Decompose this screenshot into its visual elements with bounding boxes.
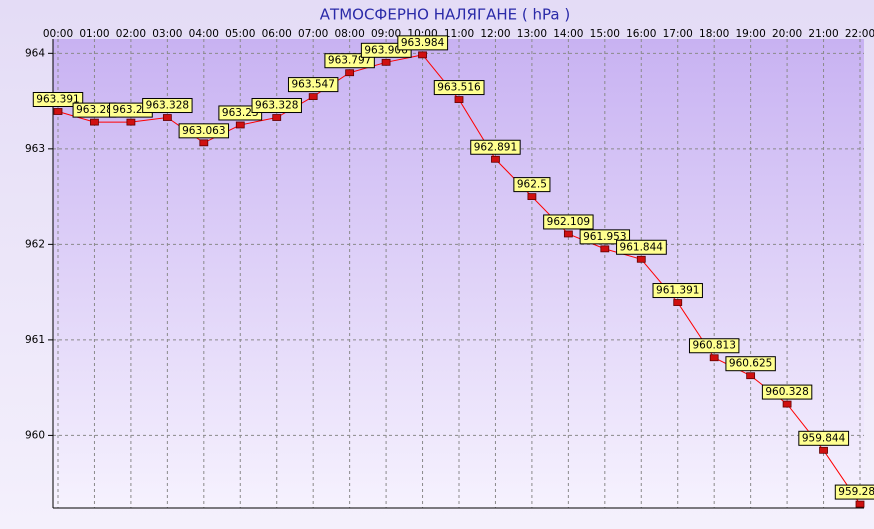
value-label: 963.797 (328, 55, 371, 67)
value-label-box (688, 338, 740, 354)
x-tick-label: 00:00 (43, 28, 73, 40)
value-label-box (32, 91, 84, 107)
x-tick-label: 07:00 (298, 28, 328, 40)
value-label-box (251, 98, 302, 114)
value-label-box (834, 484, 874, 500)
x-tick-label: 15:00 (590, 28, 620, 40)
value-label: 960.625 (729, 358, 772, 370)
marker (673, 299, 683, 306)
value-label-box (543, 214, 594, 230)
marker (90, 118, 99, 126)
marker (162, 114, 172, 121)
marker (126, 118, 136, 126)
y-tick-label: 961 (25, 334, 45, 346)
marker (454, 96, 464, 103)
x-tick-label: 19:00 (736, 28, 766, 40)
x-tick-label: 01:00 (79, 28, 109, 40)
marker (782, 400, 792, 408)
marker (199, 139, 209, 147)
value-label: 963.328 (255, 100, 298, 112)
value-label-box (725, 356, 776, 372)
value-label-box (761, 384, 813, 400)
x-tick-label: 04:00 (189, 28, 219, 40)
value-label-box (287, 77, 339, 93)
chart-title: АТМОСФЕРНО НАЛЯГАНЕ ( hPa ) (320, 6, 570, 24)
x-tick-label: 17:00 (663, 28, 693, 40)
y-tick-label: 964 (25, 47, 45, 59)
marker (709, 354, 719, 362)
value-label: 961.391 (656, 285, 699, 297)
marker (527, 193, 537, 201)
x-tick-label: 02:00 (116, 28, 146, 40)
value-label: 963.516 (437, 82, 481, 94)
value-label-box (652, 283, 703, 299)
value-label: 963.28 (113, 104, 150, 116)
value-label: 963.984 (401, 37, 445, 49)
marker (235, 121, 245, 129)
marker (819, 446, 828, 454)
x-tick-label: 06:00 (262, 28, 292, 40)
x-tick-label: 13:00 (517, 28, 547, 40)
x-tick-label: 12:00 (480, 28, 510, 40)
marker (418, 51, 427, 59)
value-label-box (142, 98, 193, 114)
marker (746, 372, 756, 380)
value-label: 960.328 (765, 386, 808, 398)
value-label-box (433, 80, 485, 96)
value-label-box (178, 123, 230, 139)
y-tick-label: 963 (25, 143, 45, 155)
value-label-box (470, 139, 521, 155)
marker (53, 108, 63, 115)
x-tick-label: 20:00 (772, 28, 802, 40)
value-label-box (798, 430, 850, 446)
value-label: 960.813 (692, 340, 735, 352)
x-tick-label: 22:00 (845, 28, 874, 40)
marker (381, 58, 391, 66)
value-label: 962.109 (547, 216, 590, 228)
marker (491, 155, 500, 163)
x-tick-label: 05:00 (225, 28, 255, 40)
x-tick-label: 03:00 (152, 28, 182, 40)
marker (563, 230, 573, 238)
x-tick-label: 09:00 (371, 28, 401, 40)
x-tick-label: 16:00 (626, 28, 656, 40)
value-label: 961.953 (583, 231, 626, 243)
marker (636, 255, 646, 263)
marker (308, 93, 318, 100)
x-tick-label: 14:00 (553, 28, 583, 40)
y-tick-label: 960 (25, 429, 45, 441)
marker (272, 114, 282, 121)
value-label-box (513, 177, 551, 193)
x-tick-label: 18:00 (699, 28, 729, 40)
y-tick-label: 962 (25, 238, 45, 250)
value-label-box (397, 35, 449, 51)
value-label: 962.891 (474, 141, 517, 153)
x-tick-label: 08:00 (335, 28, 365, 40)
value-label: 963.391 (36, 93, 79, 105)
value-label: 963.28 (76, 104, 113, 116)
x-tick-label: 21:00 (808, 28, 838, 40)
value-label: 959.281 (838, 486, 874, 498)
value-label: 959.844 (802, 432, 846, 444)
value-label: 963.328 (146, 100, 189, 112)
value-label: 963.063 (182, 125, 225, 137)
value-label: 963.25 (222, 107, 259, 119)
marker (345, 69, 355, 77)
value-label-box (616, 239, 667, 255)
value-label: 961.844 (620, 241, 664, 253)
value-label: 962.5 (517, 179, 547, 191)
marker (855, 500, 865, 508)
x-tick-label: 11:00 (444, 28, 474, 40)
marker (600, 245, 610, 253)
value-label: 963.906 (364, 44, 408, 56)
value-label: 963.547 (291, 79, 334, 91)
